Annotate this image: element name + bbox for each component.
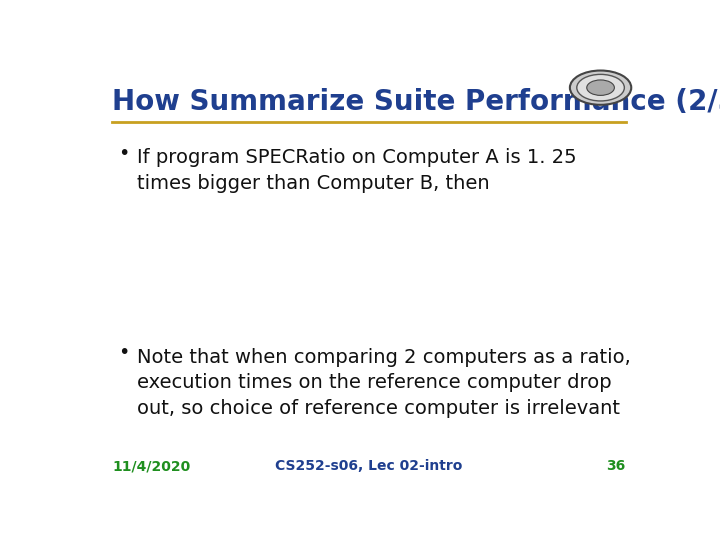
Text: 11/4/2020: 11/4/2020 [112,459,191,473]
Ellipse shape [587,80,614,96]
Ellipse shape [570,71,631,105]
Text: •: • [118,343,130,362]
Ellipse shape [577,75,624,101]
Text: Note that when comparing 2 computers as a ratio,
execution times on the referenc: Note that when comparing 2 computers as … [138,348,631,418]
Text: CS252-s06, Lec 02-intro: CS252-s06, Lec 02-intro [275,459,463,473]
Text: How Summarize Suite Performance (2/5): How Summarize Suite Performance (2/5) [112,87,720,116]
Text: 36: 36 [606,459,626,473]
Text: If program SPECRatio on Computer A is 1. 25
times bigger than Computer B, then: If program SPECRatio on Computer A is 1.… [138,148,577,193]
Text: •: • [118,144,130,163]
